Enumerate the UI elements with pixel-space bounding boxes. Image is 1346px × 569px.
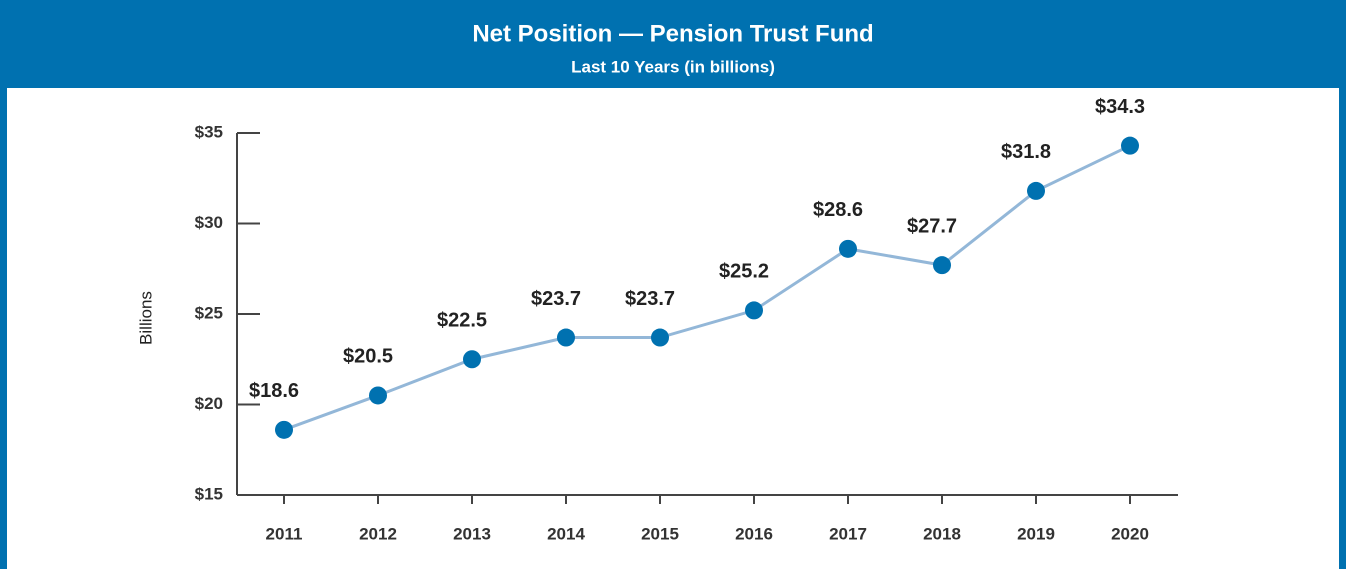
data-point <box>933 256 951 275</box>
y-tick-label: $30 <box>195 213 223 232</box>
data-label: $34.3 <box>1095 96 1145 118</box>
data-label: $18.6 <box>249 380 299 402</box>
y-tick-label: $15 <box>195 484 223 503</box>
chart-subtitle: Last 10 Years (in billions) <box>571 57 775 76</box>
y-tick-label: $25 <box>195 303 223 322</box>
x-tick-label: 2011 <box>266 524 303 543</box>
x-tick-label: 2016 <box>735 524 773 543</box>
x-tick-label: 2017 <box>829 524 867 543</box>
data-label: $23.7 <box>531 288 581 310</box>
plot-background <box>7 88 1339 569</box>
data-point <box>557 328 575 347</box>
data-point <box>1121 136 1139 155</box>
y-axis-title: Billions <box>136 291 155 345</box>
x-tick-label: 2012 <box>359 524 397 543</box>
data-point <box>275 420 293 439</box>
data-label: $20.5 <box>343 346 393 368</box>
data-point <box>745 301 763 320</box>
x-tick-label: 2019 <box>1017 524 1055 543</box>
x-tick-label: 2015 <box>641 524 679 543</box>
data-label: $25.2 <box>719 261 769 283</box>
data-label: $31.8 <box>1001 141 1051 163</box>
data-label: $28.6 <box>813 199 863 221</box>
data-point <box>651 328 669 347</box>
x-tick-label: 2013 <box>453 524 491 543</box>
series-line <box>283 144 1131 432</box>
chart-title: Net Position — Pension Trust Fund <box>472 20 873 47</box>
data-point <box>839 239 857 258</box>
x-tick-label: 2020 <box>1111 524 1149 543</box>
x-tick-label: 2014 <box>547 524 585 543</box>
y-tick-label: $35 <box>195 122 223 141</box>
data-point <box>463 350 481 369</box>
data-label: $23.7 <box>625 288 675 310</box>
data-point <box>1027 181 1045 200</box>
y-tick-label: $20 <box>195 394 223 413</box>
data-point <box>369 386 387 405</box>
data-label: $27.7 <box>907 215 957 237</box>
data-label: $22.5 <box>437 310 487 332</box>
x-tick-label: 2018 <box>923 524 961 543</box>
